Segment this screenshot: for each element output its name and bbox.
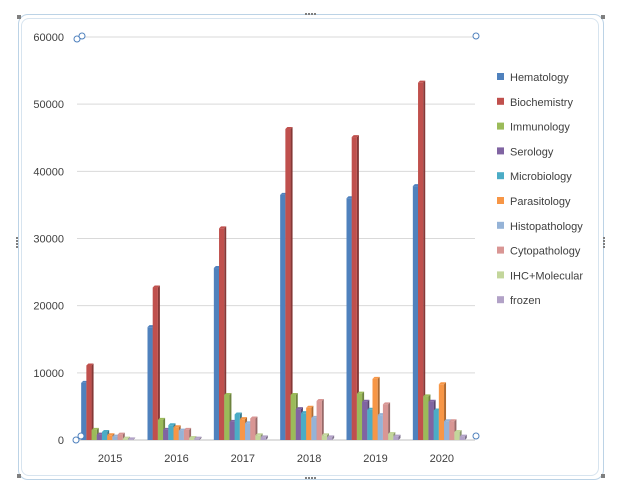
legend-item[interactable]: Serology	[497, 146, 554, 158]
y-tick-label: 10000	[33, 368, 64, 380]
side-resize-handle-icon[interactable]	[16, 246, 18, 248]
x-axis: 2015 2016 2017 2018 2019 2020	[98, 453, 454, 465]
bar-series	[81, 80, 467, 441]
legend-label: Immunology	[510, 122, 570, 134]
side-resize-handle-icon[interactable]	[603, 246, 605, 248]
side-resize-handle-icon[interactable]	[16, 243, 18, 245]
side-resize-handle-icon[interactable]	[311, 477, 313, 479]
selection-handles[interactable]	[16, 13, 605, 479]
gridlines	[77, 36, 475, 441]
side-resize-handle-icon[interactable]	[305, 477, 307, 479]
corner-resize-handle-icon[interactable]	[601, 474, 605, 478]
legend-swatch	[497, 221, 504, 229]
side-resize-handle-icon[interactable]	[603, 240, 605, 242]
corner-resize-handle-icon[interactable]	[17, 474, 21, 478]
chart-area-border	[21, 18, 599, 476]
bar-frozen-2017[interactable]	[260, 435, 268, 440]
legend-item[interactable]: Immunology	[497, 122, 570, 134]
bar-biochemistry-2018[interactable]	[285, 127, 293, 441]
legend-label: Parasitology	[510, 196, 571, 208]
legend-item[interactable]: Histopathology	[497, 221, 583, 233]
selection-handle-icon[interactable]	[77, 432, 85, 440]
side-resize-handle-icon[interactable]	[314, 477, 316, 479]
legend-swatch	[497, 271, 504, 279]
x-tick-label: 2020	[430, 453, 454, 465]
legend-swatch	[497, 172, 504, 180]
x-tick-label: 2015	[98, 453, 122, 465]
legend-label: Hematology	[510, 72, 569, 84]
legend-item[interactable]: Parasitology	[497, 196, 571, 208]
y-tick-label: 0	[58, 435, 64, 447]
side-resize-handle-icon[interactable]	[603, 237, 605, 239]
legend-swatch	[497, 97, 504, 105]
y-tick-label: 60000	[33, 32, 64, 44]
side-resize-handle-icon[interactable]	[305, 13, 307, 15]
x-tick-label: 2017	[231, 453, 255, 465]
bar-frozen-2019[interactable]	[393, 434, 401, 440]
legend-label: Microbiology	[510, 171, 572, 183]
x-tick-label: 2019	[363, 453, 387, 465]
bar-biochemistry-2020[interactable]	[418, 80, 426, 440]
legend-swatch	[497, 296, 504, 304]
legend-item[interactable]: Biochemistry	[497, 97, 573, 109]
side-resize-handle-icon[interactable]	[16, 237, 18, 239]
side-resize-handle-icon[interactable]	[16, 240, 18, 242]
y-tick-label: 30000	[33, 234, 64, 246]
legend-item[interactable]: frozen	[497, 295, 541, 307]
legend-swatch	[497, 73, 504, 80]
legend-item[interactable]: Hematology	[497, 72, 569, 84]
side-resize-handle-icon[interactable]	[603, 243, 605, 245]
bar-frozen-2015[interactable]	[127, 437, 136, 440]
y-axis: 0 10000 20000 30000 40000 50000 60000	[33, 32, 64, 447]
bar-cytopathology-2019[interactable]	[382, 402, 391, 440]
legend-swatch	[497, 122, 504, 130]
x-tick-label: 2016	[164, 453, 188, 465]
legend-item[interactable]: IHC+Molecular	[497, 270, 583, 282]
side-resize-handle-icon[interactable]	[308, 477, 310, 479]
legend-label: Biochemistry	[510, 97, 573, 109]
selection-handle-icon[interactable]	[73, 35, 81, 43]
side-resize-handle-icon[interactable]	[311, 13, 313, 15]
legend-label: frozen	[510, 295, 541, 307]
x-tick-label: 2018	[297, 453, 321, 465]
bar-frozen-2018[interactable]	[326, 435, 335, 440]
corner-resize-handle-icon[interactable]	[601, 15, 605, 19]
bar-frozen-2020[interactable]	[459, 434, 467, 440]
side-resize-handle-icon[interactable]	[314, 13, 316, 15]
selection-handle-icon[interactable]	[472, 432, 480, 440]
legend-label: Serology	[510, 146, 554, 158]
side-resize-handle-icon[interactable]	[308, 13, 310, 15]
bar-frozen-2016[interactable]	[194, 436, 202, 440]
selection-handle-icon[interactable]	[72, 436, 80, 444]
legend-label: Cytopathology	[510, 246, 581, 258]
y-tick-label: 40000	[33, 166, 64, 178]
legend-label: Histopathology	[510, 221, 583, 233]
bar-biochemistry-2015[interactable]	[86, 363, 94, 440]
corner-resize-handle-icon[interactable]	[17, 15, 21, 19]
legend-swatch	[497, 197, 504, 204]
y-tick-label: 20000	[33, 301, 64, 313]
selection-handle-icon[interactable]	[472, 32, 480, 40]
legend-swatch	[497, 246, 504, 254]
selection-handle-icon[interactable]	[78, 32, 86, 40]
bar-biochemistry-2019[interactable]	[351, 135, 359, 440]
legend-swatch	[497, 147, 504, 155]
legend-item[interactable]: Microbiology	[497, 171, 572, 183]
bar-biochemistry-2017[interactable]	[219, 226, 227, 440]
y-tick-label: 50000	[33, 99, 64, 111]
bar-biochemistry-2016[interactable]	[152, 285, 160, 440]
legend-label: IHC+Molecular	[510, 270, 583, 282]
bar-cytopathology-2018[interactable]	[316, 399, 324, 440]
legend: Hematology Biochemistry Immunology Serology…	[497, 72, 583, 307]
legend-item[interactable]: Cytopathology	[497, 246, 581, 258]
